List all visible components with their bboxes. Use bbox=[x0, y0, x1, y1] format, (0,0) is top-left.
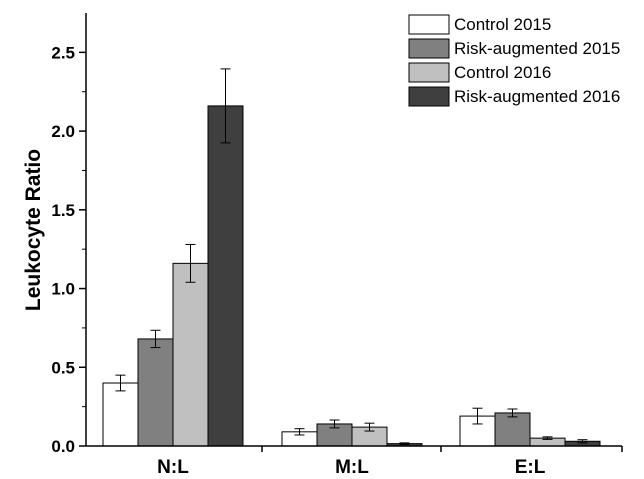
legend-label: Risk-augmented 2016 bbox=[454, 87, 620, 106]
legend-swatch bbox=[408, 62, 450, 83]
y-tick-label: 1.0 bbox=[51, 280, 75, 299]
y-tick-label: 1.5 bbox=[51, 201, 75, 220]
bar bbox=[207, 105, 244, 447]
legend-label: Control 2016 bbox=[454, 63, 551, 82]
x-tick-label: E:L bbox=[515, 457, 546, 478]
plot-area bbox=[102, 68, 601, 447]
y-tick-label: 2.0 bbox=[51, 122, 75, 141]
bar bbox=[494, 412, 531, 447]
legend-swatch bbox=[408, 86, 450, 107]
bar bbox=[172, 262, 209, 447]
legend-swatch bbox=[408, 38, 450, 59]
bar bbox=[137, 338, 174, 447]
y-tick-label: 2.5 bbox=[51, 43, 75, 62]
y-axis-title: Leukocyte Ratio bbox=[22, 149, 45, 311]
legend: Control 2015 Risk-augmented 2015 Control 2… bbox=[408, 14, 620, 107]
y-tick-label: 0.5 bbox=[51, 358, 75, 377]
legend-swatch bbox=[408, 14, 450, 35]
axes: 0.0 0.5 1.0 1.5 2.0 2.5 N:L M:L E:L bbox=[51, 13, 623, 478]
x-tick-label: M:L bbox=[335, 457, 369, 478]
legend-label: Risk-augmented 2015 bbox=[454, 39, 620, 58]
y-tick-label: 0.0 bbox=[51, 437, 75, 456]
bar bbox=[102, 382, 139, 447]
legend-label: Control 2015 bbox=[454, 15, 551, 34]
x-tick-label: N:L bbox=[157, 457, 189, 478]
